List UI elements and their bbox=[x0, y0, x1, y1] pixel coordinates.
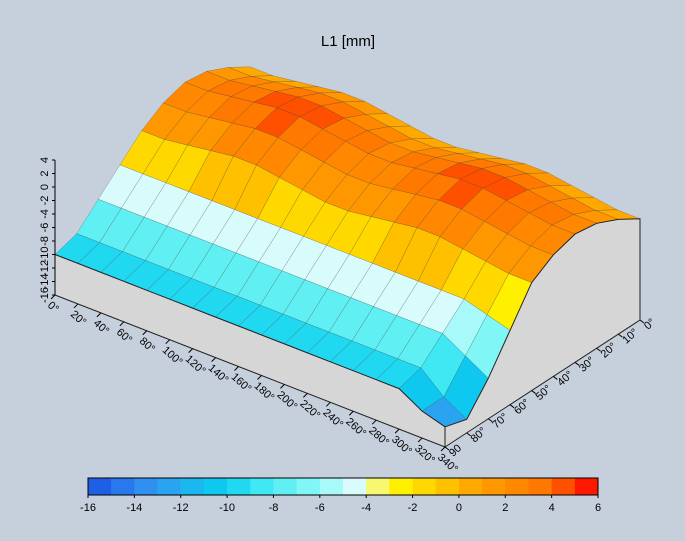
x-tick bbox=[394, 428, 400, 434]
y-tick-label: 0° bbox=[642, 316, 658, 332]
colorbar-tick-label: -14 bbox=[126, 502, 142, 514]
colorbar-tick-label: 4 bbox=[549, 502, 555, 514]
colorbar-segment bbox=[505, 478, 529, 495]
x-tick-label: 160° bbox=[229, 371, 254, 395]
y-tick bbox=[488, 418, 493, 423]
x-tick bbox=[348, 410, 354, 416]
x-tick bbox=[325, 401, 331, 407]
x-tick bbox=[96, 312, 102, 318]
y-tick bbox=[553, 376, 558, 380]
x-tick bbox=[234, 366, 239, 371]
y-tick bbox=[466, 432, 471, 437]
z-tick-label: -8 bbox=[39, 236, 51, 246]
y-tick bbox=[444, 446, 450, 451]
colorbar-tick-label: -10 bbox=[219, 502, 235, 514]
colorbar-tick-label: -6 bbox=[315, 502, 325, 514]
x-tick bbox=[211, 357, 216, 362]
colorbar-segment bbox=[574, 478, 599, 495]
x-tick bbox=[417, 437, 423, 443]
x-tick bbox=[73, 303, 79, 309]
colorbar-segment bbox=[296, 478, 321, 495]
colorbar-tick-label: -12 bbox=[173, 502, 189, 514]
x-tick bbox=[50, 294, 56, 300]
x-tick bbox=[280, 384, 285, 389]
x-tick bbox=[371, 419, 377, 425]
z-tick-label: -12 bbox=[39, 260, 51, 276]
colorbar-tick-label: -2 bbox=[408, 502, 418, 514]
colorbar-frame bbox=[87, 477, 599, 496]
colorbar-segment bbox=[412, 478, 437, 495]
z-tick-label: -14 bbox=[39, 274, 51, 290]
x-tick-label: 280° bbox=[366, 425, 391, 449]
x-tick-label: 240° bbox=[320, 407, 345, 431]
x-tick bbox=[302, 392, 308, 398]
colorbar-tick-label: -4 bbox=[361, 502, 371, 514]
colorbar-segment bbox=[203, 478, 228, 495]
chart-title: L1 [mm] bbox=[321, 33, 375, 50]
x-tick bbox=[165, 339, 171, 345]
x-tick-label: 320° bbox=[412, 443, 437, 467]
z-tick-label: -2 bbox=[39, 196, 51, 206]
x-tick-label: 300° bbox=[389, 434, 414, 458]
colorbar-segment bbox=[134, 478, 158, 495]
colorbar-segment bbox=[180, 478, 205, 495]
colorbar-segment bbox=[482, 478, 506, 495]
z-tick-label: 0 bbox=[39, 184, 51, 190]
colorbar-segment bbox=[366, 478, 390, 495]
y-tick bbox=[531, 390, 536, 394]
y-tick bbox=[574, 361, 580, 366]
x-tick bbox=[188, 348, 194, 354]
z-tick-label: -10 bbox=[39, 247, 51, 263]
colorbar-tick-label: 2 bbox=[502, 502, 508, 514]
y-tick bbox=[618, 333, 623, 338]
colorbar-segment bbox=[250, 478, 274, 495]
colorbar-segment bbox=[157, 478, 182, 495]
z-tick-label: -6 bbox=[39, 223, 51, 233]
colorbar-tick-label: -8 bbox=[269, 502, 279, 514]
z-tick-label: -16 bbox=[39, 287, 51, 303]
colorbar-segment bbox=[319, 478, 344, 495]
x-tick-label: 80° bbox=[137, 335, 157, 355]
colorbar-segment bbox=[273, 478, 297, 495]
x-tick-label: 260° bbox=[343, 416, 368, 440]
x-tick bbox=[440, 446, 446, 452]
colorbar-segment bbox=[389, 478, 413, 495]
x-tick bbox=[119, 321, 125, 327]
colorbar-tick-label: -16 bbox=[80, 502, 96, 514]
colorbar-segment bbox=[88, 478, 112, 495]
x-tick bbox=[257, 375, 262, 380]
colorbar-segment bbox=[458, 478, 483, 495]
colorbar-tick-label: 0 bbox=[456, 502, 462, 514]
colorbar-segment bbox=[551, 478, 576, 495]
colorbar-segment bbox=[528, 478, 552, 495]
z-tick-label: 2 bbox=[39, 170, 51, 176]
front-wall bbox=[54, 253, 446, 448]
colorbar-segment bbox=[227, 478, 251, 495]
x-tick-label: 40° bbox=[91, 317, 111, 337]
x-tick-label: 200° bbox=[274, 389, 299, 413]
y-tick bbox=[639, 319, 645, 324]
x-tick-label: 220° bbox=[297, 398, 322, 422]
colorbar-segment bbox=[435, 478, 460, 495]
z-tick-label: 4 bbox=[39, 157, 51, 163]
colorbar-segment bbox=[343, 478, 367, 495]
x-tick-label: 60° bbox=[114, 326, 134, 346]
x-tick bbox=[142, 330, 148, 336]
x-tick-label: 100° bbox=[160, 344, 185, 368]
x-tick-label: 180° bbox=[252, 380, 277, 404]
colorbar-tick-label: 6 bbox=[595, 502, 601, 514]
x-tick-label: 20° bbox=[68, 308, 88, 328]
y-tick bbox=[509, 404, 515, 409]
x-tick-label: 120° bbox=[183, 353, 208, 377]
z-tick-label: -4 bbox=[39, 209, 51, 219]
colorbar-segment bbox=[111, 478, 135, 495]
x-tick-label: 140° bbox=[206, 362, 231, 386]
y-tick bbox=[596, 347, 601, 352]
